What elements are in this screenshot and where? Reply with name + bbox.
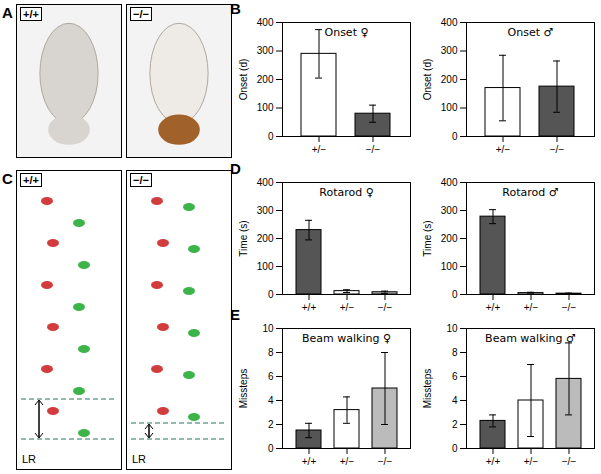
svg-text:400: 400: [441, 177, 458, 188]
svg-text:200: 200: [257, 233, 274, 244]
svg-text:200: 200: [441, 233, 458, 244]
svg-text:300: 300: [257, 205, 274, 216]
svg-text:0: 0: [452, 289, 458, 300]
svg-text:300: 300: [441, 45, 458, 56]
svg-text:200: 200: [441, 74, 458, 85]
svg-text:6: 6: [452, 371, 458, 382]
svg-text:−/−: −/−: [562, 302, 577, 313]
html-text:E: E: [230, 306, 240, 323]
svg-text:Onset (d): Onset (d): [422, 59, 433, 101]
svg-text:8: 8: [268, 347, 274, 358]
html-text:C: C: [2, 170, 13, 187]
svg-text:Time (s): Time (s): [238, 220, 249, 256]
svg-text:200: 200: [257, 74, 274, 85]
svg-text:+/−: +/−: [340, 302, 355, 313]
svg-text:300: 300: [441, 205, 458, 216]
svg-text:−/−: −/−: [562, 456, 577, 467]
svg-text:Onset (d): Onset (d): [238, 59, 249, 101]
svg-text:100: 100: [441, 261, 458, 272]
svg-text:−/−: −/−: [366, 144, 381, 155]
svg-text:Rotarod ♀: Rotarod ♀: [319, 186, 373, 199]
svg-text:2: 2: [452, 419, 458, 430]
svg-text:+/+: +/+: [486, 456, 501, 467]
svg-text:−/−: −/−: [378, 456, 393, 467]
svg-text:Beam walking ♂: Beam walking ♂: [485, 332, 576, 345]
svg-text:Rotarod ♂: Rotarod ♂: [502, 186, 558, 199]
html-text:A: A: [2, 4, 13, 21]
svg-text:400: 400: [441, 17, 458, 28]
svg-text:0: 0: [452, 443, 458, 454]
svg-text:0: 0: [268, 289, 274, 300]
svg-text:0: 0: [268, 131, 274, 142]
svg-text:+/+: +/+: [486, 302, 501, 313]
svg-text:LR: LR: [22, 453, 36, 465]
svg-text:100: 100: [257, 102, 274, 113]
svg-text:+/+: +/+: [302, 302, 317, 313]
svg-text:4: 4: [452, 395, 458, 406]
svg-text:+/+: +/+: [302, 456, 317, 467]
svg-text:+/−: +/−: [524, 456, 539, 467]
svg-text:400: 400: [257, 177, 274, 188]
svg-text:+/−: +/−: [496, 144, 511, 155]
svg-text:6: 6: [268, 371, 274, 382]
svg-text:+/−: +/−: [312, 144, 327, 155]
svg-text:Time (s): Time (s): [422, 220, 433, 256]
svg-text:LR: LR: [132, 453, 146, 465]
svg-text:4: 4: [268, 395, 274, 406]
html-text:D: D: [230, 160, 241, 177]
svg-text:300: 300: [257, 45, 274, 56]
svg-text:10: 10: [262, 323, 274, 334]
svg-text:0: 0: [452, 131, 458, 142]
svg-text:8: 8: [452, 347, 458, 358]
svg-text:−/−: −/−: [378, 302, 393, 313]
svg-text:Onset ♀: Onset ♀: [325, 26, 369, 39]
svg-text:Onset ♂: Onset ♂: [508, 26, 554, 39]
svg-text:400: 400: [257, 17, 274, 28]
svg-text:100: 100: [257, 261, 274, 272]
svg-text:+/−: +/−: [340, 456, 355, 467]
html-text:B: B: [230, 0, 241, 17]
svg-text:Beam walking ♀: Beam walking ♀: [302, 332, 391, 345]
svg-text:+/−: +/−: [524, 302, 539, 313]
svg-text:10: 10: [446, 323, 458, 334]
svg-text:−/−: −/−: [550, 144, 565, 155]
svg-text:Missteps: Missteps: [238, 369, 249, 408]
svg-text:0: 0: [268, 443, 274, 454]
svg-text:2: 2: [268, 419, 274, 430]
svg-text:100: 100: [441, 102, 458, 113]
svg-text:Missteps: Missteps: [422, 369, 433, 408]
